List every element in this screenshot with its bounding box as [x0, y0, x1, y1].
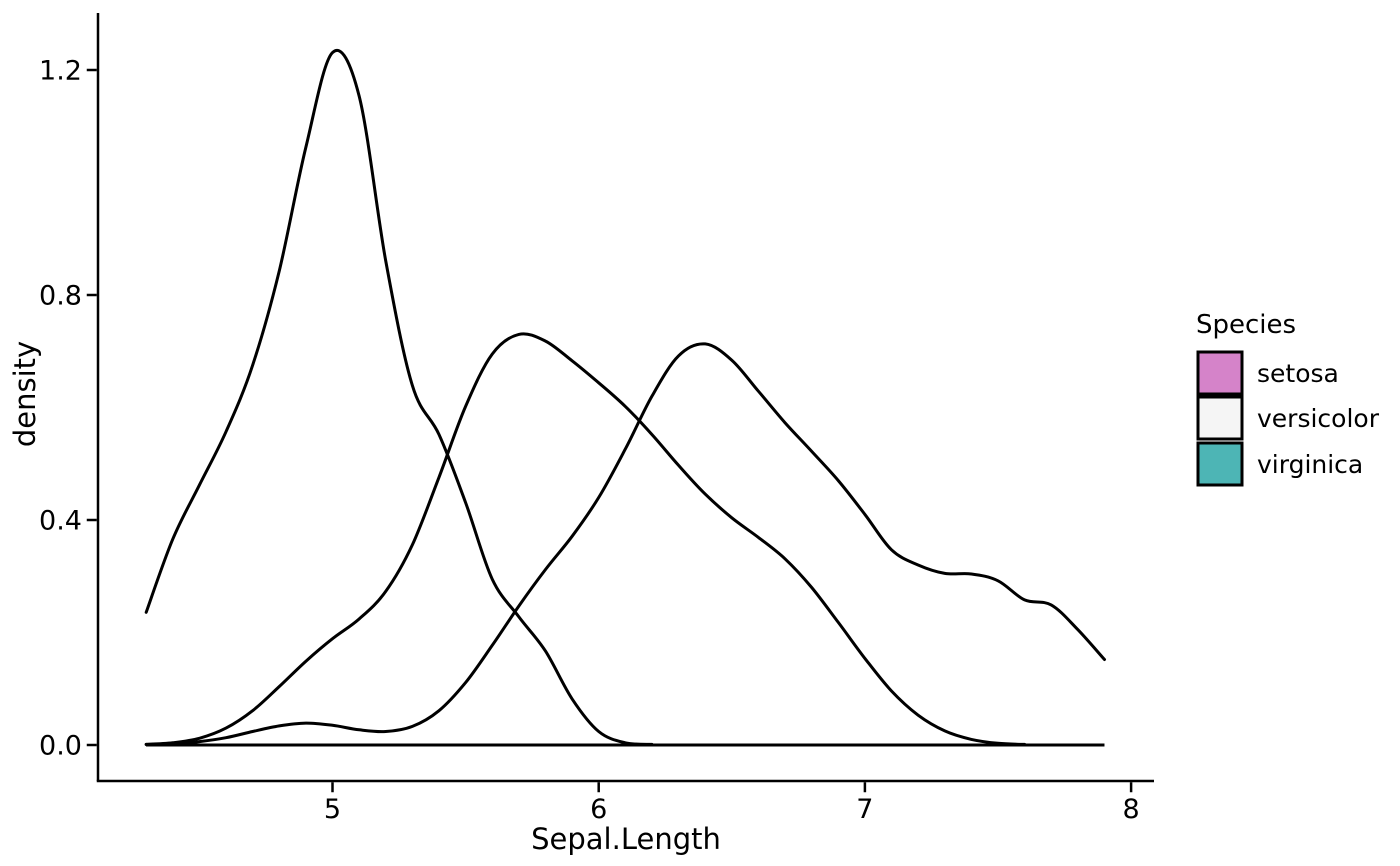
- y-axis-tick-label-0.4: 0.4: [39, 506, 82, 537]
- x-axis-tick-label-5: 5: [324, 794, 341, 825]
- x-axis-tick-label-7: 7: [856, 794, 873, 825]
- legend-label-virginica: virginica: [1257, 450, 1363, 479]
- y-axis-title: density: [8, 340, 42, 448]
- density-curve-virginica-outline: [144, 342, 1106, 746]
- legend-key-virginica: [1196, 441, 1244, 487]
- y-axis-tick-label-1.2: 1.2: [39, 56, 82, 87]
- x-axis-title: Sepal.Length: [531, 822, 721, 856]
- legend-key-versicolor: [1196, 395, 1244, 441]
- density-curve-setosa-outline: [144, 49, 654, 746]
- legend-label-setosa: setosa: [1257, 359, 1339, 388]
- x-axis-tick-label-8: 8: [1123, 794, 1140, 825]
- legend-key-setosa: [1196, 350, 1244, 396]
- y-axis-tick-label-0.0: 0.0: [39, 731, 82, 762]
- x-axis-tick-label-6: 6: [590, 794, 607, 825]
- legend-label-versicolor: versicolor: [1257, 404, 1380, 433]
- y-axis-tick-label-0.8: 0.8: [39, 281, 82, 312]
- legend-title: Species: [1196, 310, 1297, 340]
- density-curve-versicolor-outline: [144, 332, 1027, 746]
